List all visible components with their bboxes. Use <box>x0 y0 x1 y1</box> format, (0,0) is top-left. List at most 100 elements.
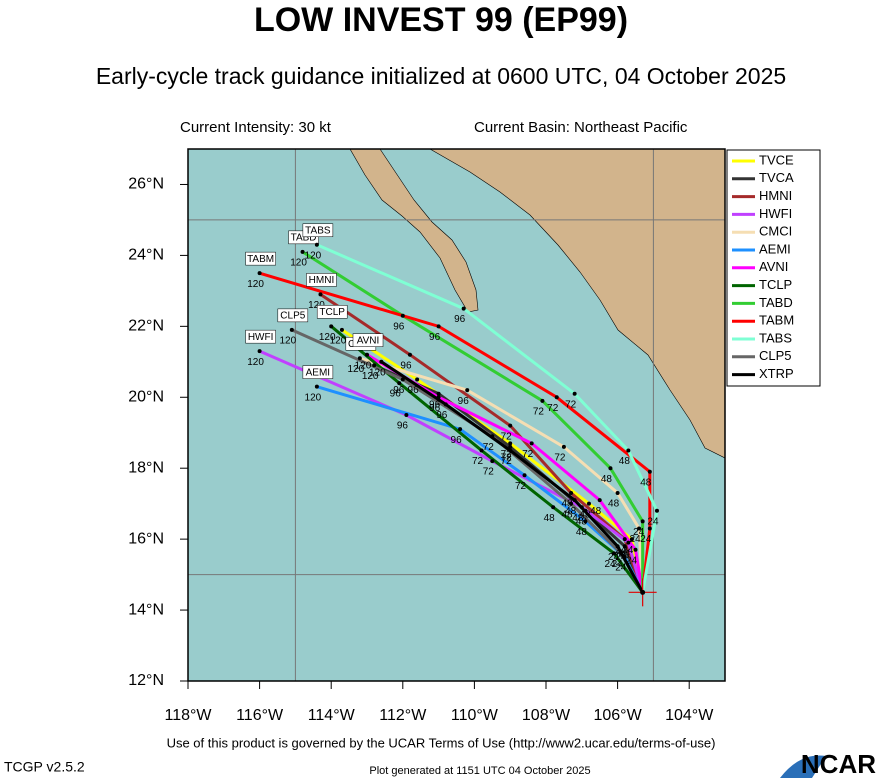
y-tick-label: 16°N <box>128 530 164 547</box>
track-point <box>554 395 559 400</box>
end-tag-box <box>245 329 276 344</box>
track-point <box>458 427 463 432</box>
hour-label: 48 <box>544 513 556 524</box>
logo: NCAR <box>801 749 876 779</box>
legend-label: TABS <box>759 330 792 345</box>
hour-label: 120 <box>308 300 325 311</box>
end-tag: TABD <box>291 232 317 243</box>
legend-label: TABM <box>759 313 794 328</box>
hour-label: 72 <box>515 481 527 492</box>
track-point <box>397 381 402 386</box>
track-point <box>569 501 574 506</box>
y-tick-label: 12°N <box>128 672 164 689</box>
y-tick-label: 20°N <box>128 388 164 405</box>
hour-label: 120 <box>319 332 336 343</box>
track-point <box>529 441 534 446</box>
end-tag-box <box>302 365 334 379</box>
track-point <box>490 459 495 464</box>
hour-label: 24 <box>640 534 652 545</box>
hour-label: 48 <box>576 527 588 538</box>
hour-label: 48 <box>561 499 573 510</box>
hour-label: 96 <box>393 385 405 396</box>
track-point <box>415 377 420 382</box>
end-tag-box <box>302 223 334 238</box>
track-point <box>436 324 441 329</box>
x-tick-label: 104°W <box>665 707 714 724</box>
track-point <box>579 505 584 510</box>
track-point <box>508 441 513 446</box>
x-tick-label: 118°W <box>164 707 212 724</box>
hour-label: 96 <box>429 332 441 343</box>
track-point <box>647 469 652 474</box>
hour-label: 96 <box>454 314 466 325</box>
hour-label: 72 <box>472 456 484 467</box>
hour-label: 120 <box>247 279 264 290</box>
legend-label: CLP5 <box>759 348 792 363</box>
y-tick-label: 14°N <box>128 601 164 618</box>
hour-label: 72 <box>547 403 559 414</box>
hour-label: 24 <box>615 563 627 574</box>
end-tag: TABM <box>247 254 274 265</box>
hour-label: 48 <box>601 474 613 485</box>
track-point <box>626 448 631 453</box>
hour-label: 72 <box>501 431 513 442</box>
hour-label: 24 <box>612 559 624 570</box>
y-tick-label: 26°N <box>128 176 164 193</box>
x-tick-label: 108°W <box>522 707 571 724</box>
track-point <box>508 423 513 428</box>
logo-mark <box>780 755 826 778</box>
track-point <box>461 306 466 311</box>
track-point <box>640 519 645 524</box>
legend-label: HMNI <box>759 188 792 203</box>
track-point <box>465 388 470 393</box>
hour-label: 96 <box>429 403 441 414</box>
track-point <box>597 498 602 503</box>
end-tag-box <box>306 273 337 287</box>
end-tag: CLP5 <box>280 311 305 322</box>
hour-label: 48 <box>590 506 602 517</box>
legend-label: AVNI <box>759 259 788 274</box>
hour-label: 72 <box>522 449 534 460</box>
mainland <box>429 149 725 459</box>
hour-label: 120 <box>347 364 364 375</box>
track-point <box>622 544 627 549</box>
hour-label: 72 <box>565 399 577 410</box>
track-point <box>629 537 634 542</box>
track-line <box>359 356 645 593</box>
hour-label: 120 <box>369 367 386 378</box>
end-tag-box <box>245 251 276 266</box>
track-point <box>561 444 566 449</box>
hour-label: 24 <box>608 552 620 563</box>
track-point <box>318 292 323 297</box>
track-point <box>508 448 513 453</box>
hour-label: 120 <box>362 371 379 382</box>
end-tag-box <box>352 333 384 347</box>
x-tick-label: 112°W <box>379 707 427 724</box>
track-point <box>490 434 495 439</box>
hour-label: 120 <box>305 392 322 403</box>
track-point <box>436 391 441 396</box>
track-point <box>257 271 262 276</box>
track-point <box>615 544 620 549</box>
end-tag: HMNI <box>309 275 335 286</box>
hour-label: 72 <box>501 456 513 467</box>
end-tag: AEMI <box>306 367 330 378</box>
track-point <box>404 413 409 417</box>
land <box>349 149 725 459</box>
track-line <box>259 271 652 593</box>
plot-frame <box>187 148 726 682</box>
hour-label: 24 <box>630 534 642 545</box>
y-tick-label: 18°N <box>128 459 164 476</box>
y-tick-label: 22°N <box>128 318 164 335</box>
hour-label: 24 <box>615 545 627 556</box>
end-tag: AVNI <box>357 335 380 346</box>
track-point <box>300 249 305 254</box>
track-point <box>329 324 334 329</box>
hour-label: 24 <box>615 552 627 563</box>
hour-label: 96 <box>436 410 448 421</box>
track-point <box>400 313 405 318</box>
end-tag: TCLP <box>319 307 345 318</box>
generated: Plot generated at 1151 UTC 04 October 20… <box>369 765 590 777</box>
hour-label: 120 <box>290 257 307 268</box>
hour-label: 72 <box>501 449 513 460</box>
